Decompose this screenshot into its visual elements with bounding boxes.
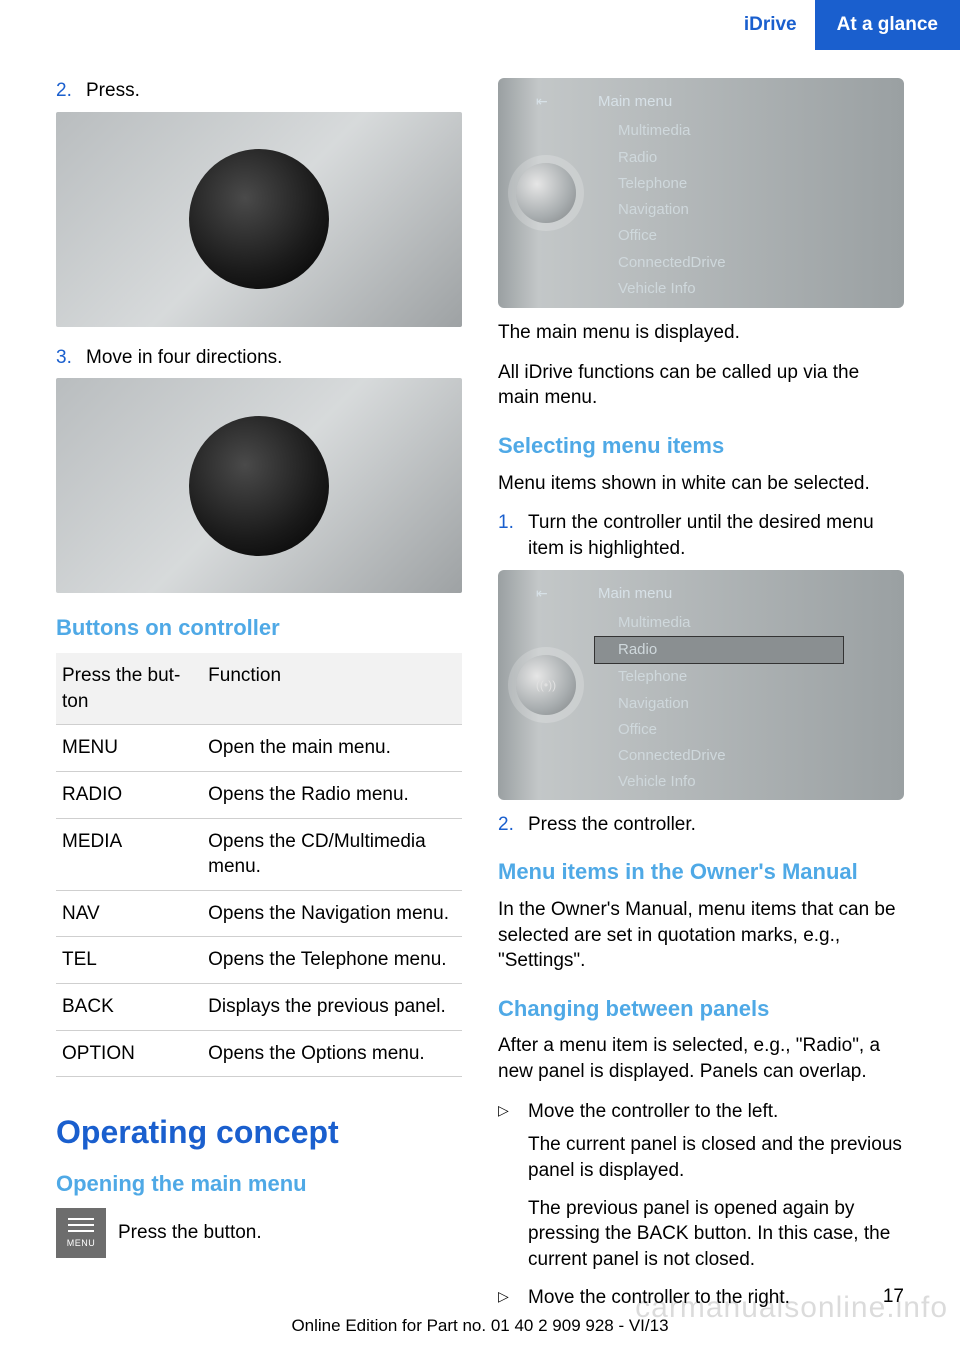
- select-step-1: 1. Turn the controller until the desired…: [498, 510, 904, 561]
- selecting-intro: Menu items shown in white can be selecte…: [498, 471, 904, 497]
- main-menu-screenshot-2: ⇤ ((•)) Main menu MultimediaRadioTelepho…: [498, 570, 904, 800]
- back-arrow-icon: ⇤: [536, 92, 548, 111]
- screen-menu-item: Office: [594, 717, 904, 743]
- step-2-text: Press.: [86, 78, 462, 104]
- table-head-function: Function: [202, 653, 462, 725]
- buttons-heading: Buttons on controller: [56, 613, 462, 643]
- page-header: iDrive At a glance: [0, 0, 960, 50]
- step-2: 2. Press.: [56, 78, 462, 104]
- select-step-1-number: 1.: [498, 510, 528, 561]
- menu-button-icon: MENU: [56, 1208, 106, 1258]
- button-function-cell: Opens the CD/Multimedia menu.: [202, 818, 462, 890]
- watermark: carmanualsonline.info: [635, 1288, 948, 1329]
- screen-menu-item: Navigation: [594, 197, 904, 223]
- bullet-text: Move the controller to the left.: [528, 1099, 904, 1125]
- screen-menu-item: Telephone: [594, 664, 904, 690]
- triangle-bullet-icon: ▷: [498, 1285, 528, 1311]
- controller-move-image: [56, 378, 462, 593]
- content-columns: 2. Press. 3. Move in four directions. Bu…: [0, 50, 960, 1318]
- screen-menu-item: Vehicle Info: [594, 769, 904, 795]
- button-function-cell: Opens the Options menu.: [202, 1030, 462, 1077]
- buttons-table: Press the but­ton Function MENUOpen the …: [56, 653, 462, 1077]
- screen-menu-item: Multimedia: [594, 118, 904, 144]
- press-button-text: Press the button.: [118, 1220, 262, 1246]
- screen-menu-item: Telephone: [594, 171, 904, 197]
- button-name-cell: OPTION: [56, 1030, 202, 1077]
- button-name-cell: NAV: [56, 890, 202, 937]
- screen-menu-item: ConnectedDrive: [594, 250, 904, 276]
- button-function-cell: Opens the Telephone menu.: [202, 937, 462, 984]
- table-row: RADIOOpens the Radio menu.: [56, 771, 462, 818]
- button-name-cell: MENU: [56, 725, 202, 772]
- bullet-sub-para: The previous panel is opened again by pr…: [528, 1196, 904, 1273]
- step-3: 3. Move in four directions.: [56, 345, 462, 371]
- controller-knob-icon: ((•)): [516, 655, 576, 715]
- screen2-title: Main menu: [594, 580, 904, 610]
- table-row: BACKDisplays the previous panel.: [56, 984, 462, 1031]
- changing-panels-heading: Changing between panels: [498, 994, 904, 1024]
- screen-menu-item: Settings: [594, 796, 904, 800]
- main-menu-displayed-text: The main menu is displayed.: [498, 320, 904, 346]
- owners-manual-para: In the Owner's Manual, menu items that c…: [498, 897, 904, 974]
- screen-menu-item: Office: [594, 223, 904, 249]
- button-name-cell: RADIO: [56, 771, 202, 818]
- table-row: TELOpens the Telephone menu.: [56, 937, 462, 984]
- screen-menu-item: Radio: [594, 145, 904, 171]
- button-function-cell: Displays the previous panel.: [202, 984, 462, 1031]
- step-2-number: 2.: [56, 78, 86, 104]
- idrive-functions-text: All iDrive functions can be called up vi…: [498, 360, 904, 411]
- button-function-cell: Open the main menu.: [202, 725, 462, 772]
- controller-knob-icon: [516, 163, 576, 223]
- select-step-1-text: Turn the controller until the desired me…: [528, 510, 904, 561]
- screen-menu-item: ConnectedDrive: [594, 743, 904, 769]
- button-name-cell: TEL: [56, 937, 202, 984]
- table-row: NAVOpens the Navigation menu.: [56, 890, 462, 937]
- screen-menu-item: Radio: [594, 636, 844, 664]
- owners-manual-heading: Menu items in the Owner's Manual: [498, 857, 904, 887]
- select-step-2: 2. Press the controller.: [498, 812, 904, 838]
- table-head-button: Press the but­ton: [56, 653, 202, 725]
- screen-menu-item: Vehicle Info: [594, 276, 904, 302]
- screen-menu-item: Multimedia: [594, 610, 904, 636]
- select-step-2-number: 2.: [498, 812, 528, 838]
- screen1-title: Main menu: [594, 88, 904, 118]
- menu-icon-label: MENU: [67, 1237, 96, 1249]
- button-name-cell: MEDIA: [56, 818, 202, 890]
- table-row: OPTIONOpens the Options menu.: [56, 1030, 462, 1077]
- bullet-item: ▷Move the controller to the left.: [498, 1099, 904, 1125]
- table-header-row: Press the but­ton Function: [56, 653, 462, 725]
- bullet-sub-para: The current panel is closed and the prev…: [528, 1132, 904, 1183]
- step-3-text: Move in four directions.: [86, 345, 462, 371]
- left-column: 2. Press. 3. Move in four directions. Bu…: [56, 78, 462, 1318]
- screen-menu-item: Settings: [594, 302, 904, 308]
- button-function-cell: Opens the Navigation menu.: [202, 890, 462, 937]
- changing-intro: After a menu item is selected, e.g., "Ra…: [498, 1033, 904, 1084]
- table-row: MEDIAOpens the CD/Multimedia menu.: [56, 818, 462, 890]
- opening-main-menu-heading: Opening the main menu: [56, 1169, 462, 1199]
- controller-press-image: [56, 112, 462, 327]
- press-button-row: MENU Press the button.: [56, 1208, 462, 1258]
- right-column: ⇤ Main menu MultimediaRadioTelephoneNavi…: [498, 78, 904, 1318]
- selecting-heading: Selecting menu items: [498, 431, 904, 461]
- button-name-cell: BACK: [56, 984, 202, 1031]
- header-chapter: At a glance: [815, 0, 960, 50]
- button-function-cell: Opens the Radio menu.: [202, 771, 462, 818]
- operating-concept-heading: Operating concept: [56, 1111, 462, 1154]
- table-row: MENUOpen the main menu.: [56, 725, 462, 772]
- antenna-icon: ((•)): [536, 676, 556, 692]
- screen-menu-item: Navigation: [594, 691, 904, 717]
- header-section: iDrive: [726, 0, 815, 50]
- step-3-number: 3.: [56, 345, 86, 371]
- main-menu-screenshot-1: ⇤ Main menu MultimediaRadioTelephoneNavi…: [498, 78, 904, 308]
- back-arrow-icon: ⇤: [536, 584, 548, 603]
- triangle-bullet-icon: ▷: [498, 1099, 528, 1125]
- select-step-2-text: Press the controller.: [528, 812, 904, 838]
